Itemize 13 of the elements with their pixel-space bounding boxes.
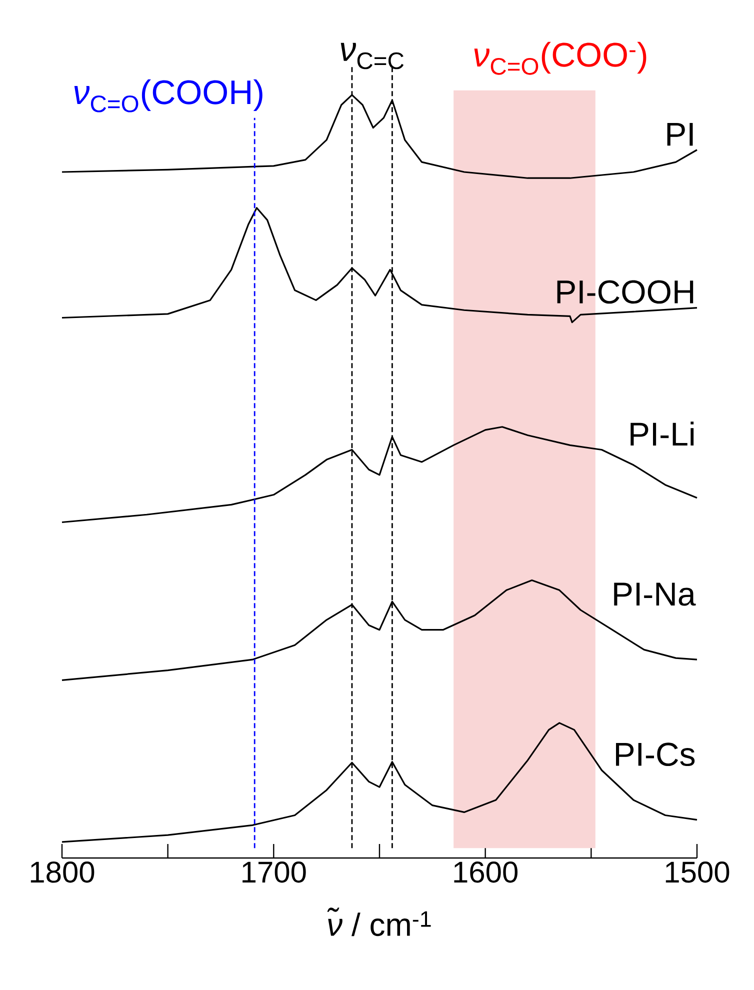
x-axis-title: ν̃ / cm$^{-1}$ (327, 908, 431, 936)
series-label: PI-Cs (616, 742, 695, 766)
series-label: PI-Li (630, 422, 694, 446)
ref-line-label: ν$_{C=O}$(COOH) (74, 79, 262, 112)
x-tick-label: 1600 (454, 862, 518, 883)
x-tick-label: 1700 (242, 862, 306, 883)
x-tick-label: 1800 (30, 862, 94, 883)
text: ν$_{C=C}$ (340, 42, 404, 70)
series-label: PI-COOH (557, 280, 694, 304)
series-label: PI (667, 122, 693, 146)
band-label: ν$_{C=O}$(COO$^{-}$) (474, 42, 646, 75)
x-tick-label: 1500 (666, 862, 730, 883)
series-label: PI-Na (614, 582, 696, 606)
